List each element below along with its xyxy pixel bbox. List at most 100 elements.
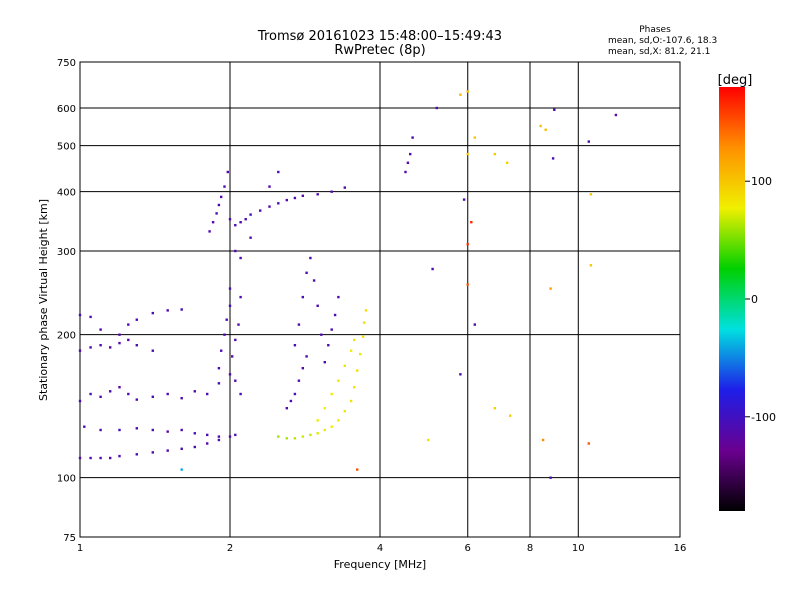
data-point-x (493, 407, 496, 410)
data-point-x (363, 321, 366, 324)
data-point-o (135, 427, 138, 430)
data-point-x (589, 193, 593, 196)
data-point-x (466, 283, 469, 286)
data-point-o (135, 344, 138, 347)
data-point-x (466, 90, 469, 93)
x-tick-label: 2 (227, 543, 233, 554)
data-point-x (359, 352, 362, 356)
data-point-o (166, 449, 169, 452)
data-point-x (466, 243, 469, 246)
data-point-o (166, 309, 169, 312)
data-point-o (151, 311, 154, 315)
data-point-o (228, 287, 232, 290)
data-point-x (539, 124, 542, 128)
data-point-o (285, 198, 288, 202)
chart-title-line2: RwPretec (8p) (334, 43, 425, 58)
data-point-o (459, 373, 462, 376)
data-point-o (99, 344, 102, 347)
data-point-x (353, 338, 356, 342)
data-point-o (234, 224, 237, 227)
data-point-x (301, 435, 304, 438)
data-point-x (364, 309, 368, 312)
data-point-o (228, 218, 232, 221)
data-point-o (614, 113, 618, 117)
grid-lines (80, 62, 680, 537)
data-point-o (217, 367, 221, 370)
data-point-o (587, 140, 590, 143)
data-point-o (293, 392, 297, 396)
data-point-o (234, 379, 237, 382)
data-point-o (330, 328, 333, 331)
data-point-o (244, 218, 247, 221)
data-point-o (473, 323, 476, 326)
data-point-o (231, 355, 234, 358)
data-point-o (435, 106, 438, 110)
data-point-o (135, 453, 138, 456)
y-axis-ticks: 75 100 200 300 400 500 600 750 (57, 58, 76, 544)
data-point-o (301, 194, 304, 197)
data-point-o (78, 399, 82, 403)
data-point-x (285, 437, 288, 440)
data-point-o (118, 428, 121, 432)
data-point-o (78, 349, 82, 352)
data-point-o (309, 256, 312, 260)
data-point-o (206, 442, 209, 445)
y-tick-label: 600 (57, 104, 76, 115)
data-point-o (127, 392, 130, 396)
data-point-x (180, 468, 183, 471)
data-point-o (239, 295, 242, 299)
data-point-x (470, 221, 473, 224)
data-point-x (356, 468, 359, 471)
data-point-x (316, 432, 319, 435)
chart-title-line1: Tromsø 20161023 15:48:00–15:49:43 (257, 29, 502, 44)
data-point-x (473, 136, 476, 139)
data-point-o (316, 193, 319, 196)
y-tick-label: 75 (63, 533, 76, 544)
data-point-o (343, 186, 346, 189)
data-point-o (223, 185, 226, 188)
data-point-o (404, 170, 407, 174)
y-tick-label: 300 (57, 247, 76, 258)
data-point-x (349, 349, 353, 352)
stats-line-o: mean, sd,O:-107.6, 18.3 (608, 36, 717, 46)
data-point-o (316, 304, 319, 307)
data-point-o (208, 230, 211, 233)
data-point-o (135, 398, 138, 401)
data-point-o (249, 236, 252, 239)
data-point-o (549, 476, 552, 479)
data-point-x (549, 287, 552, 290)
data-point-o (234, 338, 237, 342)
data-point-o (239, 392, 242, 396)
data-point-x (309, 433, 312, 437)
data-point-x (293, 437, 297, 440)
data-point-o (206, 392, 209, 396)
x-axis-ticks: 1 2 4 6 8 10 16 (77, 543, 687, 554)
data-point-o (99, 428, 102, 432)
y-tick-label: 200 (57, 331, 76, 342)
data-point-x (330, 425, 333, 428)
data-point-o (249, 213, 252, 216)
data-point-o (220, 195, 223, 199)
data-point-x (330, 392, 333, 396)
data-point-o (462, 198, 466, 201)
data-point-o (297, 323, 301, 326)
data-point-x (323, 407, 326, 410)
data-point-o (217, 203, 221, 207)
data-point-o (223, 333, 226, 336)
data-point-x (337, 379, 340, 382)
data-point-o (234, 249, 237, 253)
x-tick-label: 8 (527, 543, 533, 554)
data-point-o (217, 435, 221, 438)
y-axis-label: Stationary phase Virtual Height [km] (37, 199, 50, 401)
data-point-x (544, 128, 547, 131)
data-point-x (509, 414, 512, 417)
data-point-o (166, 392, 169, 396)
data-point-o (411, 136, 414, 139)
data-point-o (228, 373, 232, 376)
data-point-o (259, 209, 262, 212)
data-point-o (228, 435, 232, 438)
data-point-o (305, 355, 308, 358)
data-point-o (78, 313, 82, 317)
data-point-o (553, 108, 556, 111)
